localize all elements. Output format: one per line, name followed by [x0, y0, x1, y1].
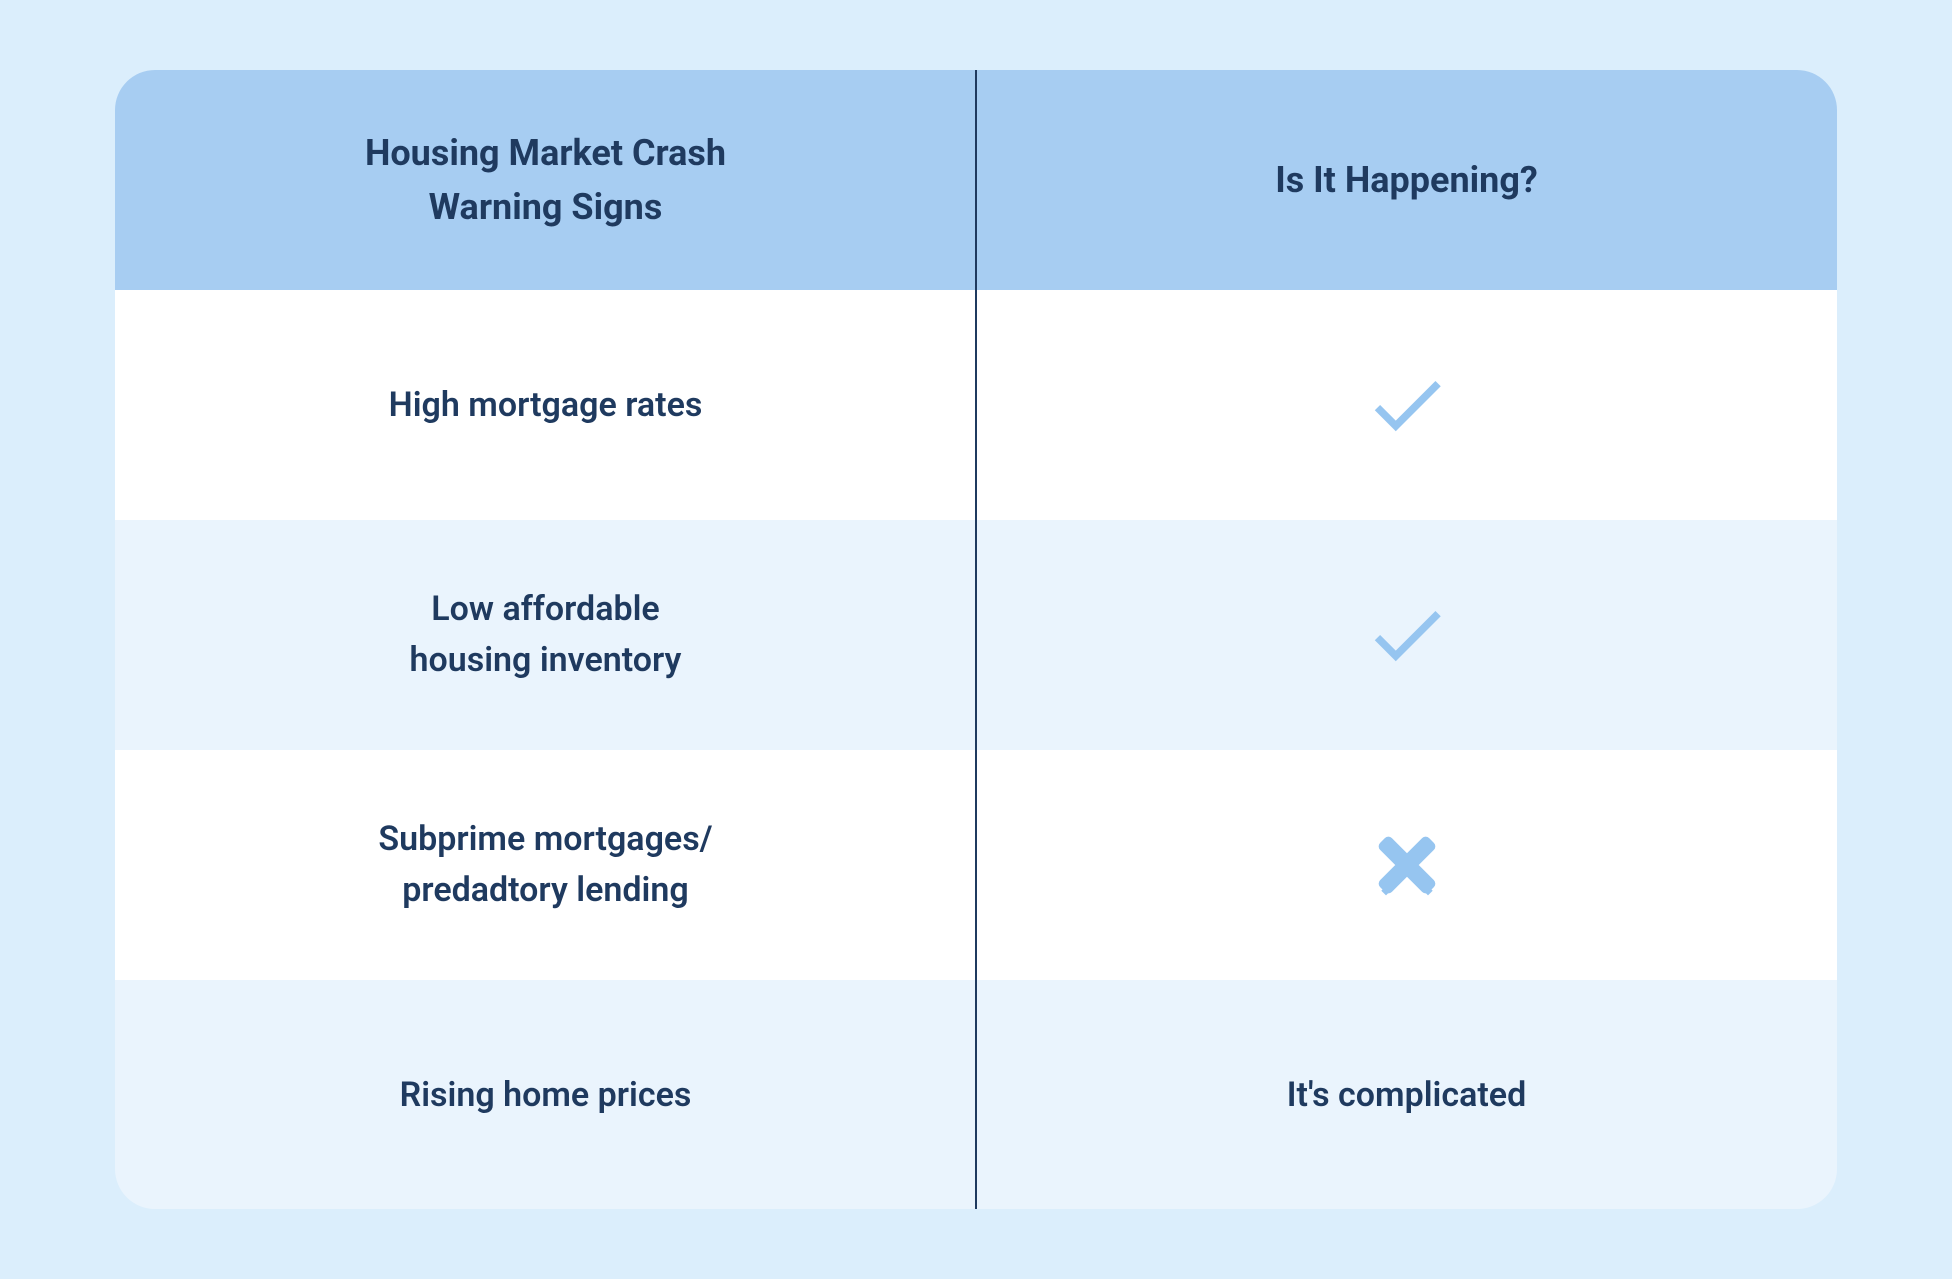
row-status-cell [976, 290, 1837, 520]
row-status-cell [976, 520, 1837, 750]
row-status-cell [976, 750, 1837, 980]
row-label-cell: Rising home prices [115, 980, 976, 1209]
row-status-text: It's complicated [1287, 1070, 1526, 1121]
row-label: Subprime mortgages/predadtory lending [378, 814, 712, 916]
row-label: Low affordablehousing inventory [410, 584, 682, 686]
row-status-cell: It's complicated [976, 980, 1837, 1209]
check-icon [1352, 360, 1462, 450]
header-label-signs: Housing Market CrashWarning Signs [365, 126, 726, 234]
row-label: High mortgage rates [389, 380, 703, 431]
row-label: Rising home prices [400, 1070, 692, 1121]
vertical-divider [975, 70, 977, 1209]
header-label-status: Is It Happening? [1275, 153, 1538, 207]
row-label-cell: High mortgage rates [115, 290, 976, 520]
cross-icon [1367, 825, 1447, 905]
header-cell-signs: Housing Market CrashWarning Signs [115, 70, 976, 290]
row-label-cell: Subprime mortgages/predadtory lending [115, 750, 976, 980]
row-label-cell: Low affordablehousing inventory [115, 520, 976, 750]
check-icon [1352, 590, 1462, 680]
housing-table: Housing Market CrashWarning Signs Is It … [115, 70, 1837, 1209]
header-cell-status: Is It Happening? [976, 70, 1837, 290]
